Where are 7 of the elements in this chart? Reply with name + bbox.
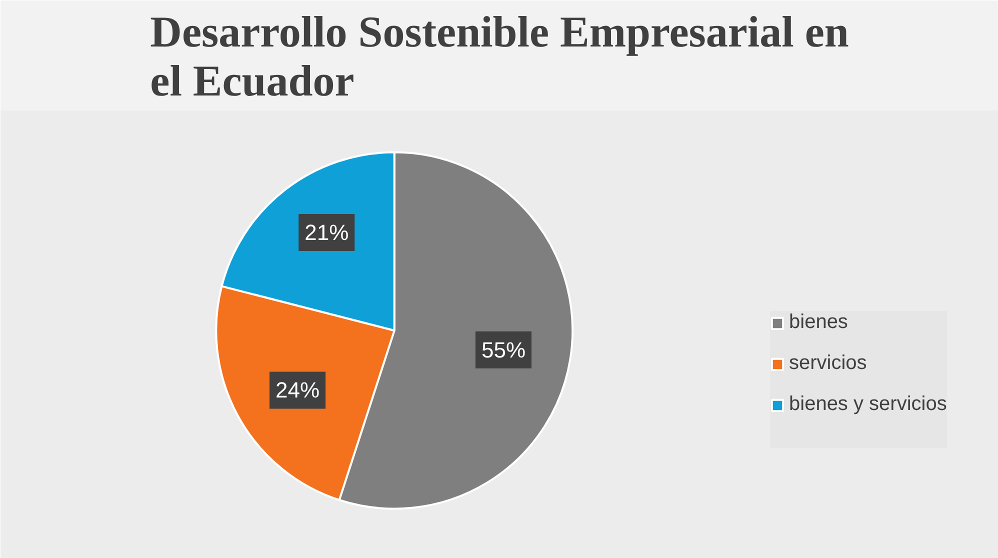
legend-label: servicios: [789, 352, 867, 375]
data-label: 55%: [481, 337, 526, 362]
chart-title: Desarrollo Sostenible Empresarial en el Ecuador: [150, 8, 849, 106]
data-label: 24%: [276, 378, 320, 403]
legend-label: bienes: [789, 311, 848, 334]
data-label: 21%: [304, 220, 349, 246]
legend-label: bienes y servicios: [789, 393, 947, 416]
